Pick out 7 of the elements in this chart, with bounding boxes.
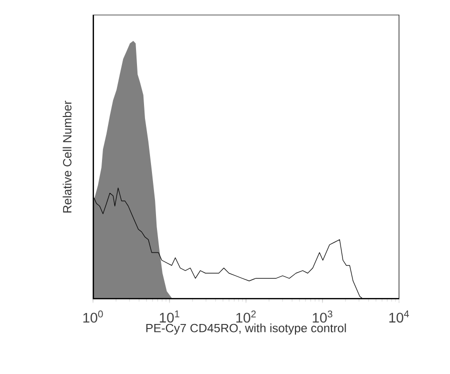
x-tick-label: 10$^{4}$ [389, 310, 409, 323]
x-tick-label: 10$^{0}$ [83, 310, 103, 323]
x-tick-label: 10$^{2}$ [236, 310, 256, 323]
x-tick-label: 10$^{1}$ [160, 310, 180, 323]
y-axis-title: Relative Cell Number [62, 100, 72, 212]
x-axis-title: PE-Cy7 CD45RO, with isotype control [146, 324, 346, 335]
x-tick-label: 10$^{3}$ [312, 310, 332, 323]
